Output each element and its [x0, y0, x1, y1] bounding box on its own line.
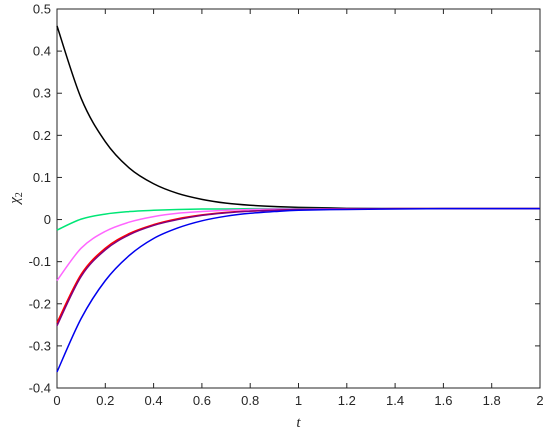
y-tick-label: 0.3	[33, 86, 51, 101]
series-line-6	[56, 207, 540, 373]
x-tick-label: 1.6	[434, 393, 452, 408]
y-tick-label: -0.3	[29, 338, 51, 353]
series-layer	[56, 25, 540, 373]
y-tick-label: 0.1	[33, 170, 51, 185]
x-tick-label: 0.8	[241, 393, 259, 408]
plot-area	[56, 8, 541, 389]
y-tick-label: -0.2	[29, 296, 51, 311]
y-tick-label: -0.4	[29, 381, 51, 396]
y-tick-label: -0.1	[29, 254, 51, 269]
y-tick-label: 0.2	[33, 128, 51, 143]
x-tick-label: 0.4	[145, 393, 163, 408]
x-tick-label: 2	[536, 393, 543, 408]
y-tick-label: 0.5	[33, 2, 51, 17]
x-tick-label: 1.4	[386, 393, 404, 408]
x-tick-label: 1	[295, 393, 302, 408]
x-axis-label: t	[296, 415, 301, 431]
x-tick-label: 0.6	[193, 393, 211, 408]
x-tick-label: 0.2	[96, 393, 114, 408]
x-tick-label: 1.8	[483, 393, 501, 408]
x-tick-label: 1.2	[338, 393, 356, 408]
y-axis-label-subscript: 2	[14, 192, 25, 197]
x-tick-label: 0	[53, 393, 60, 408]
y-axis: -0.4 -0.3 -0.2 -0.1 0 0.1 0.2 0.3 0.4 0.5	[29, 2, 540, 396]
y-axis-label-symbol: χ	[7, 197, 23, 206]
x-axis: 0 0.2 0.4 0.6 0.8 1 1.2 1.4 1.6 1.8 2	[53, 9, 544, 408]
y-tick-label: 0	[44, 212, 51, 227]
y-tick-label: 0.4	[33, 44, 51, 59]
y-axis-label: χ2	[7, 192, 25, 206]
